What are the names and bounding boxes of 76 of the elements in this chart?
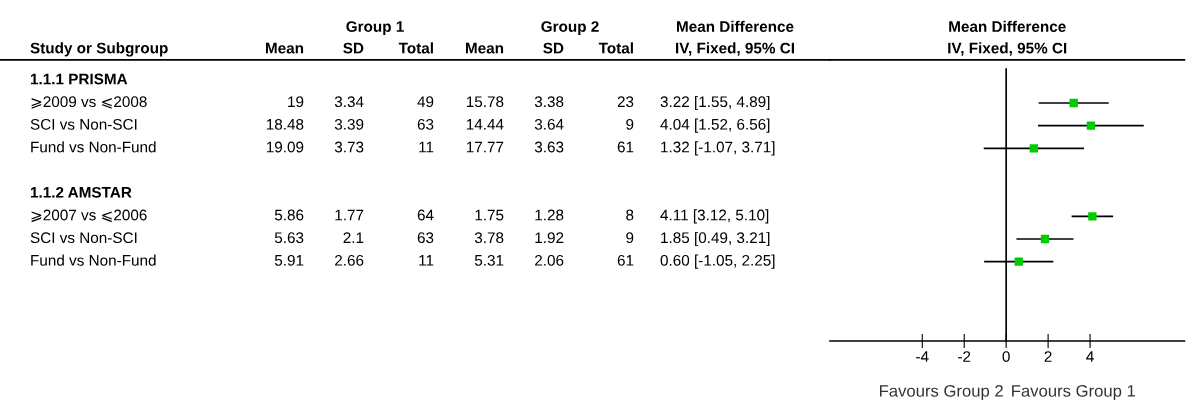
data-label: 61 [617,254,634,266]
point [1069,98,1078,108]
data-label: 63 [417,232,434,244]
data-label: 8 [626,209,634,221]
data-label: 3.78 [474,232,504,244]
data-label: 1.77 [335,209,364,221]
data-label: 5.63 [274,232,304,244]
data-label: 49 [417,96,434,108]
y-tick-label: SCI vs Non-SCI [30,232,137,244]
data-label: 3.38 [534,96,564,108]
data-label: 3.39 [334,118,364,130]
y-tick-label: ⩾2007 vs ⩽2006 [31,209,147,223]
x-tick-label: Mean [465,42,504,54]
data-label: 14.44 [466,119,504,130]
x-tick-label: 4 [1086,351,1094,362]
text: Favours Group 2 [879,384,1003,401]
data-label: 4.11 [3.12, 5.10] [660,209,769,224]
x-tick-label: -2 [958,351,971,362]
data-label: 2.06 [535,254,564,266]
x-tick-label: SD [343,42,364,54]
data-label: 3.22 [1.55, 4.89] [660,95,770,111]
x-tick-label: 0 [1002,351,1010,362]
y-tick-label: Fund vs Non-Fund [31,141,156,153]
x-tick-label: 2 [1044,351,1052,362]
data-label: 15.78 [466,96,504,108]
data-label: 11 [419,255,434,266]
point [1040,234,1050,244]
x-tick-label: Mean [265,42,304,54]
data-label: 4.04 [1.52, 6.56] [660,118,770,133]
data-label: 23 [617,96,634,108]
data-label: 2.1 [343,232,364,243]
x-tick-label: Total [598,42,633,54]
data-label: 61 [617,141,634,153]
y-tick-label: ⩾2009 vs ⩽2008 [31,96,147,109]
point [1014,257,1023,266]
chart-subtitle: IV, Fixed, 95% CI [948,42,1067,56]
data-label: 19.09 [266,141,304,153]
data-label: 1.28 [535,209,564,221]
data-label: 17.77 [466,141,504,153]
data-label: 64 [417,209,434,221]
y-tick-label: Fund vs Non-Fund [31,254,156,266]
data-label: 11 [419,141,434,153]
data-label: 1.32 [-1.07, 3.71] [661,141,775,156]
data-label: 19 [288,96,304,108]
x-tick-label: -4 [916,351,929,362]
data-label: 0.60 [-1.05, 2.25] [660,254,775,269]
data-label: 5.86 [274,209,304,221]
x-tick-label: Total [398,42,433,54]
text: IV, Fixed, 95% CI [676,42,794,56]
point [1088,212,1097,221]
data-label: 5.31 [474,254,504,266]
data-label: 1.92 [535,232,564,244]
point [1029,144,1039,153]
data-label: 9 [626,118,634,130]
y-tick-label: 1.1.1 PRISMA [30,73,128,85]
data-label: 3.63 [534,141,564,153]
x-tick-label: SD [543,42,564,54]
data-label: 2.66 [335,254,364,266]
data-label: 1.85 [0.49, 3.21] [661,231,770,247]
text: Group 2 [541,21,599,35]
text: Group 1 [346,21,404,35]
data-label: 3.64 [534,118,564,130]
y-axis-title: Study or Subgroup [30,42,168,57]
text: Mean Difference [677,20,794,32]
point [1086,121,1096,130]
data-label: 3.34 [334,96,364,108]
data-label: 5.91 [274,254,304,266]
y-tick-label: 1.1.2 AMSTAR [30,186,132,198]
data-label: 1.75 [475,209,504,221]
chart-title: Mean Difference [949,20,1066,32]
text: Favours Group 1 [1012,384,1136,401]
data-label: 63 [417,118,434,130]
data-label: 9 [626,232,634,244]
data-label: 18.48 [266,118,304,130]
data-label: 3.73 [334,141,364,153]
y-tick-label: SCI vs Non-SCI [30,118,137,130]
